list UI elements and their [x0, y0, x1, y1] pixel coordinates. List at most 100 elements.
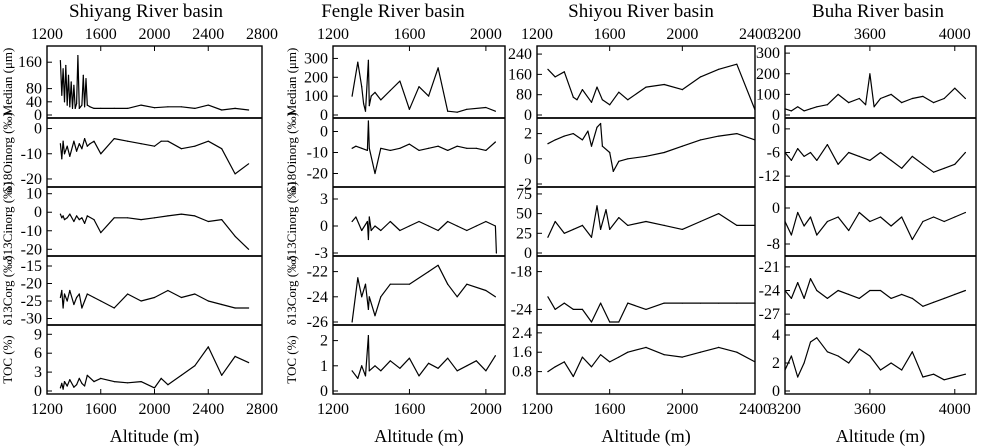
y-tick-label: 0: [524, 107, 532, 124]
data-point: [581, 89, 584, 91]
y-tick-label: 0: [524, 245, 532, 262]
y-tick-label: 0: [320, 124, 328, 141]
data-point: [809, 108, 812, 110]
y-tick-label: 6: [34, 345, 42, 362]
data-point: [601, 145, 604, 147]
y-tick-label: 1.6: [512, 344, 532, 361]
data-point: [816, 289, 818, 292]
series-line: [784, 144, 966, 173]
data-point: [113, 307, 115, 309]
x-tick-label-bottom: 3600: [854, 401, 886, 418]
data-point: [563, 232, 565, 234]
data-point: [663, 83, 665, 86]
data-point: [113, 217, 115, 219]
y-axis-label: TOC (%): [284, 335, 299, 384]
data-point: [609, 321, 611, 323]
data-point: [389, 283, 391, 285]
data-point: [865, 104, 867, 106]
data-point: [784, 369, 786, 371]
data-point: [475, 225, 477, 227]
data-point: [554, 366, 556, 368]
y-tick-label: 10: [26, 186, 42, 203]
data-point: [153, 145, 156, 147]
data-point: [447, 283, 449, 285]
data-point: [699, 351, 702, 353]
data-point: [826, 220, 829, 223]
data-point: [809, 216, 812, 218]
series-line: [59, 54, 249, 111]
data-point: [826, 351, 829, 353]
data-point: [681, 356, 683, 358]
data-point: [901, 216, 903, 218]
data-point: [790, 297, 793, 299]
data-point: [357, 377, 359, 379]
x-tick-label-bottom: 1200: [31, 401, 63, 418]
data-point: [363, 103, 365, 105]
data-point: [399, 229, 401, 232]
data-point: [699, 302, 702, 304]
data-point: [954, 163, 956, 165]
data-point: [78, 107, 80, 109]
data-point: [76, 150, 78, 152]
data-point: [837, 216, 839, 218]
data-point: [718, 68, 720, 70]
x-tick-label-bottom: 2000: [470, 401, 502, 418]
data-point: [86, 104, 88, 106]
data-point: [84, 106, 86, 108]
data-point: [86, 374, 88, 376]
y-tick-label: 100: [756, 86, 780, 103]
data-point: [456, 111, 458, 113]
y-tick-label: -8: [767, 236, 780, 253]
data-point: [93, 107, 95, 109]
data-point: [76, 102, 78, 105]
data-point: [790, 355, 793, 357]
data-point: [816, 159, 818, 161]
data-point: [754, 302, 756, 304]
data-point: [609, 228, 611, 230]
data-point: [922, 376, 924, 378]
data-point: [368, 370, 370, 372]
data-point: [754, 109, 756, 111]
x-tick-label-top: 3600: [854, 26, 886, 43]
data-point: [954, 87, 956, 89]
data-point: [113, 138, 115, 140]
data-point: [389, 89, 391, 92]
data-point: [754, 361, 756, 363]
data-point: [153, 217, 156, 219]
data-point: [627, 99, 629, 101]
data-point: [809, 341, 812, 343]
data-point: [84, 385, 86, 387]
data-point: [590, 236, 593, 238]
data-point: [879, 216, 882, 218]
y-tick-label: 100: [304, 88, 328, 105]
data-point: [809, 151, 812, 154]
data-point: [127, 140, 129, 142]
data-point: [62, 388, 64, 390]
y-tick-label: -2: [519, 176, 532, 193]
data-point: [754, 224, 756, 226]
data-point: [911, 155, 913, 157]
data-point: [140, 381, 142, 383]
data-point: [364, 375, 367, 377]
data-point: [563, 71, 565, 73]
data-point: [572, 308, 574, 310]
data-point: [389, 360, 391, 362]
data-point: [581, 224, 584, 226]
data-point: [600, 354, 602, 356]
data-point: [600, 228, 602, 230]
data-point: [153, 296, 156, 299]
data-point: [736, 351, 738, 353]
data-point: [207, 220, 209, 223]
data-point: [475, 147, 477, 149]
data-point: [590, 321, 593, 323]
data-point: [494, 141, 496, 143]
data-point: [663, 354, 665, 356]
data-point: [234, 173, 236, 175]
y-tick-label: -15: [21, 258, 42, 275]
data-point: [62, 307, 64, 309]
data-point: [73, 303, 75, 306]
y-tick-label: 200: [756, 66, 780, 83]
data-point: [554, 308, 556, 310]
data-point: [127, 107, 129, 109]
